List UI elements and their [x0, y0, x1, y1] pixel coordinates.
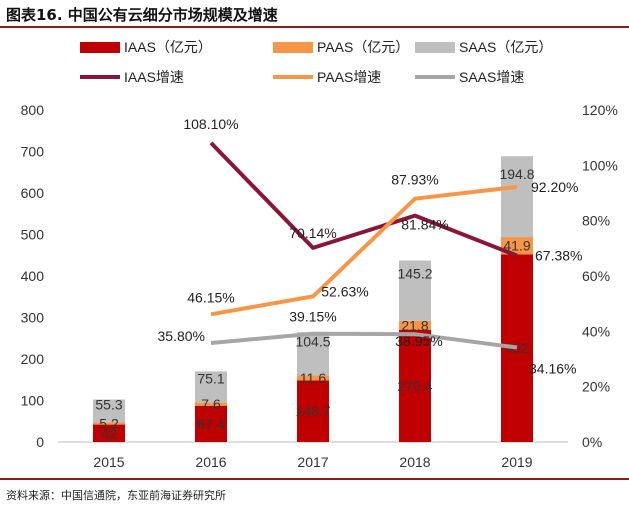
- growth-label-saas_growth: 38.95%: [395, 333, 442, 349]
- bar-label-iaas: 452: [505, 340, 529, 356]
- growth-label-saas_growth: 34.16%: [529, 360, 576, 376]
- bar-saas: [93, 399, 125, 423]
- legend-swatch-iaas: [80, 42, 120, 53]
- growth-line-saas_growth: [210, 331, 518, 350]
- legend-label-saas_growth: SAAS增速: [459, 69, 524, 85]
- bar-saas: [501, 156, 533, 238]
- legend-swatch-paas: [273, 42, 313, 53]
- y-left-tick-label: 100: [21, 393, 45, 409]
- growth-label-saas_growth: 35.80%: [158, 328, 205, 344]
- y-left-tick-label: 800: [21, 102, 45, 118]
- bar-paas: [501, 237, 533, 255]
- legend-label-iaas_growth: IAAS增速: [124, 69, 184, 85]
- bar-label-saas: 145.2: [397, 266, 432, 282]
- y-left-tick-label: 700: [21, 144, 45, 160]
- bar-iaas: [501, 254, 533, 442]
- bar-iaas: [297, 380, 329, 442]
- x-tick-label: 2017: [297, 454, 328, 470]
- y-left-tick-label: 300: [21, 310, 45, 326]
- bar-paas: [195, 402, 227, 406]
- bar-iaas: [93, 424, 125, 442]
- x-tick-label: 2019: [501, 454, 532, 470]
- y-left-tick-label: 400: [21, 268, 45, 284]
- y-left-tick-label: 500: [21, 227, 45, 243]
- legend-label-paas_growth: PAAS增速: [317, 69, 381, 85]
- bar-label-paas: 41.9: [503, 238, 530, 254]
- bar-paas: [399, 320, 431, 330]
- bar-saas: [195, 371, 227, 403]
- bar-label-paas: 11.6: [300, 370, 326, 386]
- bar-label-iaas: 148.7: [295, 403, 330, 419]
- figure-footer: 资料来源：中国信通院，东亚前海证券研究所: [0, 478, 629, 505]
- x-tick-label: 2016: [195, 454, 226, 470]
- growth-label-iaas_growth: 70.14%: [289, 225, 336, 241]
- bar-paas: [93, 422, 125, 425]
- growth-label-paas_growth: 92.20%: [531, 179, 578, 195]
- figure-title: 图表16. 中国公有云细分市场规模及增速: [6, 6, 278, 24]
- y-right-tick-label: 20%: [582, 379, 610, 395]
- x-tick-label: 2015: [93, 454, 124, 470]
- bar-saas: [399, 260, 431, 321]
- bar-label-iaas: 87.4: [197, 416, 224, 432]
- bar-label-paas: 7.6: [201, 396, 221, 412]
- source-note: 资料来源：中国信通院，东亚前海证券研究所: [6, 489, 226, 502]
- growth-label-iaas_growth: 81.84%: [401, 217, 448, 233]
- y-right-tick-label: 60%: [582, 268, 610, 284]
- bar-label-paas: 5.2: [99, 415, 119, 431]
- bar-label-saas: 194.8: [499, 166, 534, 182]
- y-right-tick-label: 120%: [582, 102, 618, 118]
- bar-layer: [93, 156, 533, 442]
- stacked-bar-line-chart: IAAS（亿元） PAAS（亿元） SAAS（亿元） IAAS增速 PAAS增速 SAAS…: [21, 39, 618, 470]
- chart-legend: IAAS（亿元） PAAS（亿元） SAAS（亿元） IAAS增速 PAAS增速 SAAS…: [80, 39, 552, 85]
- y-right-tick-label: 80%: [582, 213, 610, 229]
- growth-line-paas_growth: [210, 184, 518, 317]
- growth-label-paas_growth: 52.63%: [321, 283, 368, 299]
- growth-label-paas_growth: 87.93%: [391, 172, 438, 188]
- legend-swatch-saas: [415, 42, 455, 53]
- growth-label-iaas_growth: 67.38%: [535, 248, 582, 264]
- bar-paas: [297, 375, 329, 381]
- chart-axes: 01002003004005006007008000%20%40%60%80%1…: [21, 102, 618, 470]
- bar-label-saas: 55.3: [95, 397, 122, 413]
- y-left-tick-label: 0: [36, 434, 44, 450]
- legend-label-paas: PAAS（亿元）: [317, 39, 409, 55]
- bar-saas: [297, 332, 329, 376]
- growth-label-iaas_growth: 108.10%: [183, 116, 238, 132]
- growth-label-paas_growth: 46.15%: [187, 289, 234, 305]
- bar-label-iaas: 270.4: [397, 378, 432, 394]
- y-right-tick-label: 40%: [582, 323, 610, 339]
- growth-label-saas_growth: 39.15%: [289, 309, 336, 325]
- y-right-tick-label: 0%: [582, 434, 602, 450]
- bar-label-layer: 425.2 55.3 87.4 7.6 75.1 148.7 11.6 104.5 270.4 2…: [95, 166, 534, 441]
- bar-iaas: [195, 405, 227, 442]
- bar-iaas: [399, 329, 431, 442]
- bar-label-paas: 21.8: [401, 317, 428, 333]
- bar-label-iaas: 42: [101, 425, 117, 441]
- x-tick-label: 2018: [399, 454, 430, 470]
- growth-line-iaas_growth: [209, 141, 518, 258]
- bar-label-saas: 75.1: [197, 370, 224, 386]
- y-right-tick-label: 100%: [582, 157, 618, 173]
- growth-label-layer: 108.10% 70.14% 81.84% 67.38% 46.15% 52.63% 87.…: [158, 116, 583, 377]
- legend-label-saas: SAAS（亿元）: [459, 39, 552, 55]
- growth-line-layer: [209, 141, 518, 350]
- y-left-tick-label: 600: [21, 185, 45, 201]
- figure-header: 图表16. 中国公有云细分市场规模及增速: [0, 0, 629, 28]
- legend-label-iaas: IAAS（亿元）: [124, 39, 212, 55]
- y-left-tick-label: 200: [21, 351, 45, 367]
- bar-label-saas: 104.5: [295, 334, 330, 350]
